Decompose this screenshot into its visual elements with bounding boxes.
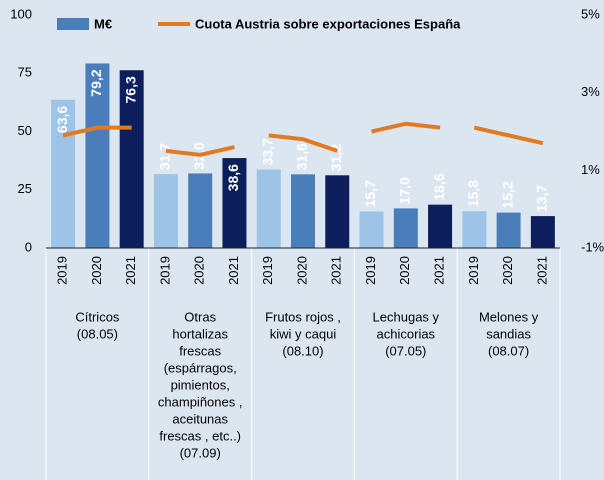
group-label: achicorias [377, 326, 436, 341]
x-tick-label: 2020 [500, 256, 515, 285]
y2-tick-label: 1% [581, 162, 600, 177]
bar [291, 174, 315, 248]
bar [256, 169, 281, 248]
value-label: 15,7 [362, 180, 378, 207]
bar [51, 99, 76, 248]
x-tick-label: 2019 [55, 256, 70, 285]
bar [188, 173, 213, 248]
group-label: Otras [184, 309, 216, 324]
line [371, 121, 441, 134]
group-label: (08.10) [282, 343, 323, 358]
bar [359, 211, 384, 248]
value-label: 38,6 [225, 164, 241, 191]
x-tick-label: 2020 [89, 256, 104, 285]
x-tick-label: 2019 [260, 256, 275, 285]
legend-swatch [57, 18, 89, 30]
bar [462, 211, 487, 248]
group-label: frescas , etc..) [159, 428, 241, 443]
group-label: champiñones , [158, 394, 243, 409]
group-label: Lechugas y [373, 309, 440, 324]
line [473, 125, 544, 146]
bar [222, 158, 247, 248]
group-label: (07.05) [385, 343, 426, 358]
y2-tick-label: 5% [581, 6, 600, 21]
line [268, 133, 338, 153]
line [165, 145, 235, 157]
y-tick-label: 0 [25, 239, 32, 254]
group-label: (espárragos, [164, 360, 237, 375]
group-label: hortalizas [172, 326, 228, 341]
group-label: (07.09) [180, 445, 221, 460]
value-label: 13,7 [534, 185, 550, 212]
y-tick-label: 100 [10, 6, 32, 21]
value-label: 79,2 [88, 69, 104, 96]
legend-label: Cuota Austria sobre exportaciones España [195, 16, 461, 31]
bar [393, 208, 418, 248]
value-label: 17,0 [397, 177, 413, 204]
x-tick-label: 2021 [432, 256, 447, 285]
x-tick-label: 2021 [534, 256, 549, 285]
x-tick-label: 2019 [466, 256, 481, 285]
value-label: 33,7 [259, 138, 275, 165]
value-label: 15,8 [465, 180, 481, 207]
x-tick-label: 2019 [157, 256, 172, 285]
group-label: Melones y [479, 309, 539, 324]
x-tick-label: 2019 [363, 256, 378, 285]
bar [496, 212, 521, 248]
bar [530, 216, 555, 248]
x-tick-label: 2021 [329, 256, 344, 285]
value-label: 31,7 [157, 143, 173, 170]
group-label: pimientos, [171, 377, 230, 392]
value-label: 18,6 [431, 173, 447, 200]
group-label: sandias [486, 326, 531, 341]
group-label: frescas [179, 343, 221, 358]
y2-tick-label: -1% [581, 239, 604, 254]
y2-tick-label: 3% [581, 84, 600, 99]
group-label: (08.07) [488, 343, 529, 358]
bar [428, 204, 453, 248]
group-label: kiwi y caqui [270, 326, 337, 341]
y-tick-label: 50 [18, 123, 32, 138]
y-tick-label: 75 [18, 65, 32, 80]
value-label: 76,3 [122, 76, 138, 103]
group-label: (08.05) [77, 326, 118, 341]
bar [153, 174, 178, 248]
x-tick-label: 2020 [397, 256, 412, 285]
line [62, 125, 132, 138]
group-label: aceitunas [172, 411, 228, 426]
bar [85, 63, 110, 248]
value-label: 31,6 [294, 143, 310, 170]
legend-label: M€ [94, 16, 112, 31]
bar [325, 175, 350, 248]
bar [119, 70, 144, 248]
y-tick-label: 25 [18, 181, 32, 196]
x-tick-label: 2021 [123, 256, 138, 285]
group-label: Cítricos [75, 309, 120, 324]
x-tick-label: 2020 [192, 256, 207, 285]
group-label: Frutos rojos , [265, 309, 341, 324]
value-label: 15,2 [499, 181, 515, 208]
x-tick-label: 2021 [226, 256, 241, 285]
x-tick-label: 2020 [294, 256, 309, 285]
value-label: 63,6 [54, 106, 70, 133]
